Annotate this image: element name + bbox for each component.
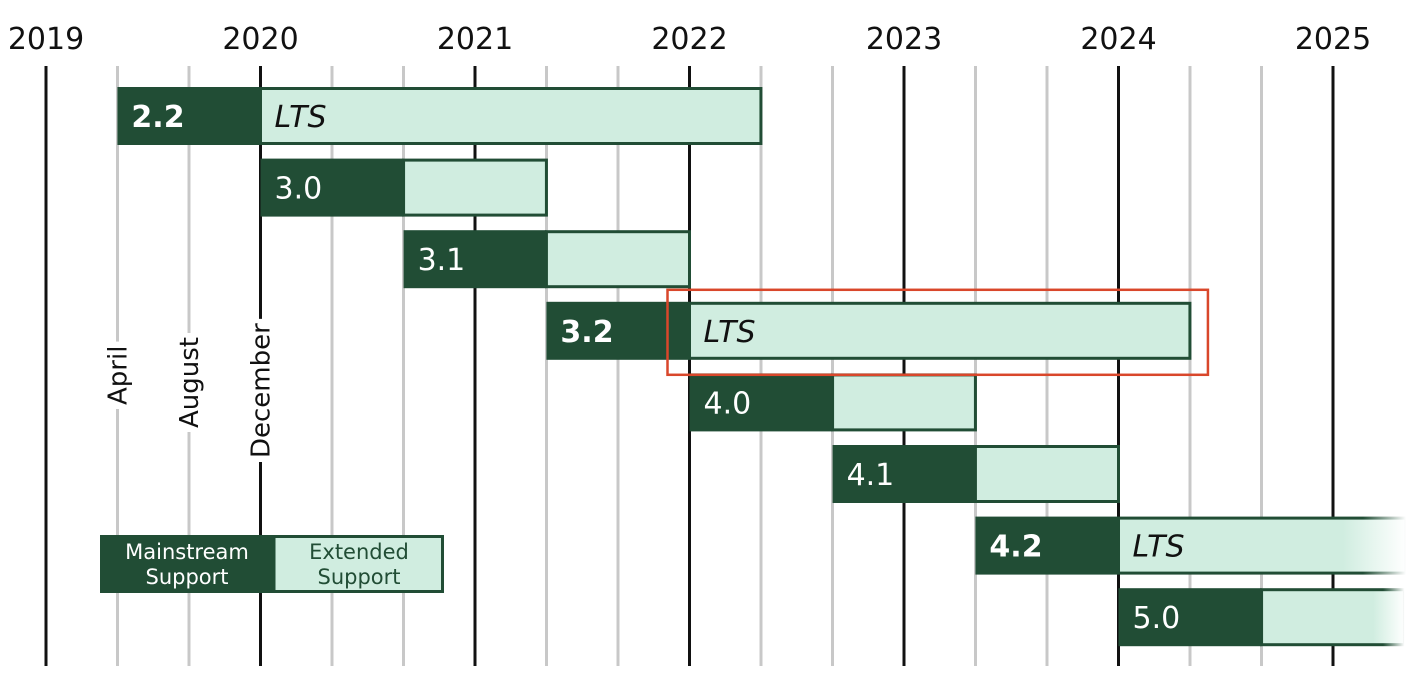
legend-mainstream-label: Mainstream bbox=[125, 540, 249, 564]
release-row-4.2: 4.2 LTS bbox=[975, 516, 1406, 575]
year-axis: 2019 2020 2021 2022 2023 2024 2025 bbox=[8, 22, 1371, 57]
legend-mainstream-label: Support bbox=[145, 565, 228, 589]
lts-label-2.2: LTS bbox=[275, 100, 327, 135]
mainstream-support-bar-5.0 bbox=[1118, 588, 1262, 647]
year-label-2020: 2020 bbox=[222, 22, 298, 57]
version-label-3.1: 3.1 bbox=[418, 243, 466, 278]
version-label-4.0: 4.0 bbox=[704, 386, 752, 421]
release-row-5.0: 5.0 bbox=[1118, 588, 1406, 647]
release-row-2.2: 2.2 LTS bbox=[117, 87, 763, 145]
highlight bbox=[666, 288, 1210, 377]
month-marker-april: April bbox=[103, 341, 134, 409]
release-row-4.0: 4.0 bbox=[689, 373, 977, 432]
extended-support-bar-4.2 bbox=[1117, 516, 1406, 575]
release-row-4.1: 4.1 bbox=[832, 445, 1121, 503]
mainstream-support-bar-4.0 bbox=[689, 373, 833, 432]
release-row-3.2: 3.2 LTS bbox=[546, 301, 1192, 360]
highlight-box bbox=[666, 288, 1210, 377]
month-label-background bbox=[103, 341, 134, 409]
mainstream-support-bar-4.1 bbox=[832, 445, 976, 503]
extended-support-bar-4.1 bbox=[973, 445, 1121, 503]
month-label: April bbox=[103, 346, 133, 405]
year-label-2025: 2025 bbox=[1295, 22, 1371, 57]
version-label-3.0: 3.0 bbox=[275, 172, 323, 207]
release-row-3.1: 3.1 bbox=[403, 230, 692, 289]
version-label-2.2: 2.2 bbox=[131, 100, 184, 135]
month-marker-december: December bbox=[246, 318, 277, 462]
version-label-5.0: 5.0 bbox=[1133, 601, 1181, 636]
year-label-2019: 2019 bbox=[8, 22, 84, 57]
month-label: December bbox=[247, 323, 277, 458]
legend-extended-label: Extended bbox=[309, 540, 409, 564]
extended-support-bar-4.0 bbox=[831, 373, 977, 432]
lts-label-3.2: LTS bbox=[704, 315, 756, 350]
extended-support-bar-2.2 bbox=[259, 87, 763, 145]
legend-mainstream-swatch bbox=[100, 535, 274, 593]
version-label-4.2: 4.2 bbox=[989, 530, 1042, 565]
year-label-2022: 2022 bbox=[651, 22, 727, 57]
month-marker-august: August bbox=[175, 333, 206, 432]
month-label: August bbox=[175, 337, 205, 428]
month-markers: April August December bbox=[103, 318, 277, 462]
lts-label-4.2: LTS bbox=[1133, 530, 1185, 565]
month-label-background bbox=[246, 318, 277, 462]
version-label-3.2: 3.2 bbox=[560, 315, 613, 350]
mainstream-support-bar-3.2 bbox=[546, 301, 690, 360]
extended-support-bar-3.1 bbox=[544, 230, 692, 289]
version-label-4.1: 4.1 bbox=[847, 458, 895, 493]
extended-support-bar-5.0 bbox=[1260, 588, 1406, 647]
mainstream-support-bar-4.2 bbox=[975, 516, 1119, 575]
year-label-2024: 2024 bbox=[1080, 22, 1156, 57]
legend-extended-swatch bbox=[272, 535, 444, 593]
year-label-2023: 2023 bbox=[866, 22, 942, 57]
year-label-2021: 2021 bbox=[437, 22, 513, 57]
mainstream-support-bar-2.2 bbox=[117, 87, 261, 145]
mainstream-support-bar-3.0 bbox=[260, 158, 404, 217]
mainstream-support-bar-3.1 bbox=[403, 230, 547, 289]
release-bars: 2.2 LTS 3.0 3.1 3.2 LTS 4.0 4.1 4.2 LTS 5.0 bbox=[117, 87, 1406, 647]
legend-extended-label: Support bbox=[317, 565, 400, 589]
month-label-background bbox=[175, 333, 206, 432]
release-row-3.0: 3.0 bbox=[260, 158, 548, 217]
extended-support-bar-3.2 bbox=[688, 301, 1192, 360]
extended-support-bar-3.0 bbox=[402, 158, 548, 217]
